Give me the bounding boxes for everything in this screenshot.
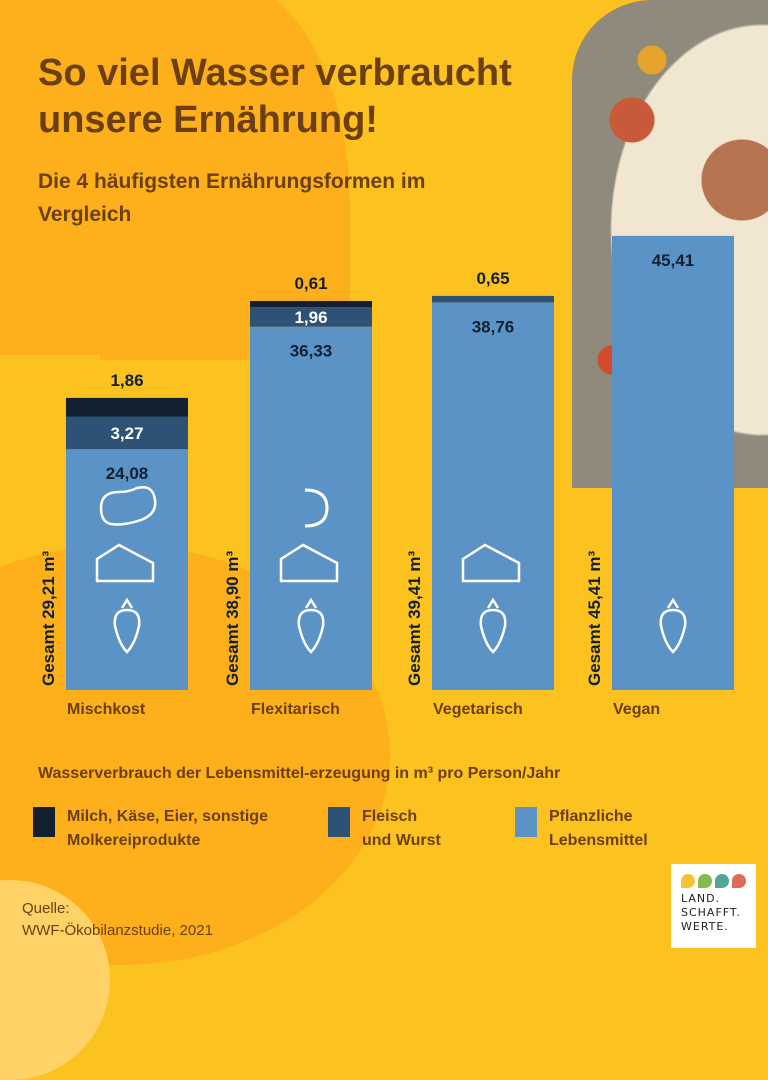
data-label-meat: 0,65 bbox=[476, 269, 509, 288]
legend-label: Fleisch und Wurst bbox=[362, 808, 441, 849]
bar-segment-pflanzliche bbox=[66, 449, 188, 690]
carrot-top bbox=[666, 597, 680, 609]
page-title: So viel Wasser verbraucht unsere Ernähru… bbox=[38, 52, 512, 141]
legend-swatch-dairy bbox=[33, 807, 55, 837]
total-label: Gesamt 38,90 m³ bbox=[223, 551, 242, 686]
data-label-dairy: 0,61 bbox=[294, 274, 327, 293]
bar-segment-fleisch bbox=[66, 416, 188, 450]
total-label: Gesamt 45,41 m³ bbox=[585, 551, 604, 686]
carrot-icon bbox=[479, 608, 507, 654]
bar-segment-fleisch bbox=[250, 307, 372, 327]
page-subtitle: Die 4 häufigsten Ernährungsformen im Ver… bbox=[38, 170, 426, 226]
logo-icon-tool bbox=[732, 874, 746, 888]
legend-item-plant: Pflanzliche Lebensmittel bbox=[515, 805, 648, 853]
data-label-dairy: 1,86 bbox=[110, 371, 143, 390]
logo-icon-microscope bbox=[715, 874, 729, 888]
sausage-icon bbox=[304, 488, 329, 528]
logo-icons bbox=[671, 864, 756, 888]
steak-icon bbox=[99, 486, 157, 526]
bar-segment-pflanzliche bbox=[250, 326, 372, 690]
legend-label: Pflanzliche Lebensmittel bbox=[549, 808, 648, 849]
bar-segment-fleisch bbox=[432, 295, 554, 303]
logo-text: LAND. SCHAFFT. WERTE. bbox=[671, 888, 756, 934]
total-label: Gesamt 39,41 m³ bbox=[405, 551, 424, 686]
logo: LAND. SCHAFFT. WERTE. bbox=[671, 864, 756, 948]
legend-item-dairy: Milch, Käse, Eier, sonstige Molkereiprod… bbox=[33, 805, 268, 853]
data-label-meat: 3,27 bbox=[110, 424, 143, 443]
category-label: Mischkost bbox=[67, 701, 146, 718]
carrot-top bbox=[120, 597, 134, 609]
cheese-icon bbox=[95, 543, 155, 583]
legend-title: Wasserverbrauch der Lebensmittel-erzeugu… bbox=[38, 765, 561, 782]
cheese-icon bbox=[461, 543, 521, 583]
stacked-bar-chart: 24,08 3,27 1,86 Mischkost Gesamt 29,21 m³ 36,… bbox=[39, 235, 734, 718]
legend-swatch-meat bbox=[328, 807, 350, 837]
carrot-icon bbox=[297, 608, 325, 654]
legend-label: Milch, Käse, Eier, sonstige Molkereiprod… bbox=[67, 808, 268, 849]
cheese-icon bbox=[279, 543, 339, 583]
legend-item-meat: Fleisch und Wurst bbox=[328, 805, 441, 853]
logo-icon-leaf bbox=[681, 874, 695, 888]
category-label: Vegan bbox=[613, 701, 660, 718]
source-text: WWF-Ökobilanzstudie, 2021 bbox=[22, 922, 213, 939]
carrot-icon bbox=[659, 608, 687, 654]
carrot-top bbox=[486, 597, 500, 609]
carrot-top bbox=[304, 597, 318, 609]
logo-line: LAND. bbox=[681, 892, 721, 905]
category-label: Flexitarisch bbox=[251, 701, 340, 718]
legend-swatch-plant bbox=[515, 807, 537, 837]
data-label-meat: 1,96 bbox=[294, 308, 327, 327]
source: Quelle: WWF-Ökobilanzstudie, 2021 bbox=[22, 898, 213, 942]
data-label-plant: 38,76 bbox=[472, 317, 515, 336]
data-label-plant: 36,33 bbox=[290, 342, 333, 361]
logo-line: SCHAFFT. bbox=[681, 906, 741, 919]
total-label: Gesamt 29,21 m³ bbox=[39, 551, 58, 686]
data-label-plant: 24,08 bbox=[106, 464, 149, 483]
carrot-icon bbox=[113, 608, 141, 654]
bar-segment-milch bbox=[66, 397, 188, 417]
logo-icon-tractor bbox=[698, 874, 712, 888]
source-label: Quelle: bbox=[22, 900, 70, 917]
logo-line: WERTE. bbox=[681, 920, 729, 933]
bar-segment-milch bbox=[250, 301, 372, 308]
bar-segment-pflanzliche bbox=[432, 302, 554, 690]
background-shape bbox=[100, 0, 350, 360]
data-label-plant: 45,41 bbox=[652, 251, 695, 270]
category-label: Vegetarisch bbox=[433, 701, 523, 718]
bar-segment-pflanzliche bbox=[612, 235, 734, 690]
